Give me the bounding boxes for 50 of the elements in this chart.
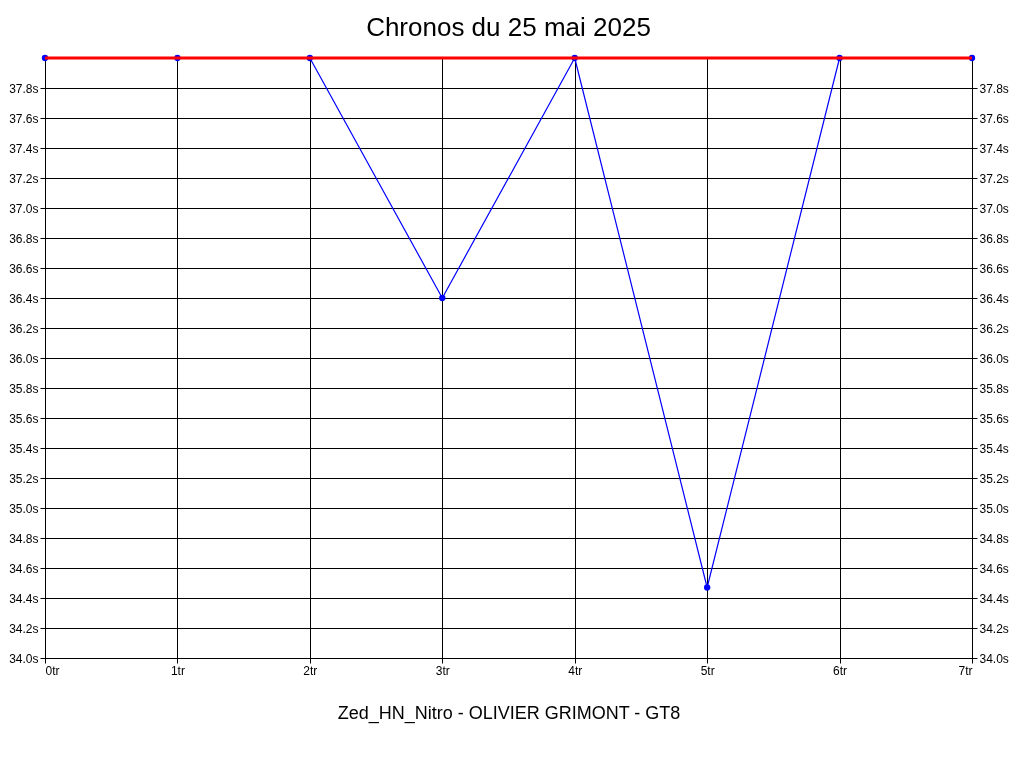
y-tick-label: 36.4s [9,291,39,306]
y2-tick-label: 36.0s [979,351,1009,366]
y-tick-label: 34.4s [9,591,39,606]
y-tick-label: 34.2s [9,621,39,636]
y-tick-label: 37.0s [9,201,39,216]
y-tick-label: 35.2s [9,471,39,486]
y-tick-label: 35.8s [9,381,39,396]
x-tick-label: 7tr [958,663,973,678]
x-tick-label: 4tr [568,663,583,678]
y2-tick-label: 35.8s [979,381,1009,396]
y-tick-label: 36.0s [9,351,39,366]
y2-tick-label: 35.6s [979,411,1009,426]
y2-tick-label: 34.4s [979,591,1009,606]
y2-tick-label: 37.2s [979,171,1009,186]
y2-tick-label: 35.0s [979,501,1009,516]
y2-tick-label: 35.2s [979,471,1009,486]
x-tick-label: 2tr [303,663,318,678]
y2-tick-label: 36.6s [979,261,1009,276]
y2-tick-label: 35.4s [979,441,1009,456]
x-axis-title: Zed_HN_Nitro - OLIVIER GRIMONT - GT8 [337,702,681,724]
y-tick-label: 35.0s [9,501,39,516]
y-tick-label: 34.6s [9,561,39,576]
y2-tick-label: 36.4s [979,291,1009,306]
y2-tick-label: 34.6s [979,561,1009,576]
y-tick-label: 37.4s [9,141,39,156]
x-tick-label: 1tr [170,663,185,678]
chart-title: Chronos du 25 mai 2025 [366,11,651,42]
y-tick-label: 35.4s [9,441,39,456]
y2-tick-label: 37.0s [979,201,1009,216]
x-tick-label: 0tr [45,663,60,678]
y2-tick-label: 34.0s [979,651,1009,666]
y2-tick-label: 36.2s [979,321,1009,336]
y-tick-label: 34.8s [9,531,39,546]
y2-tick-label: 36.8s [979,231,1009,246]
y2-tick-label: 37.8s [979,81,1009,96]
y-tick-label: 37.2s [9,171,39,186]
y-tick-label: 37.8s [9,81,39,96]
y2-tick-label: 34.2s [979,621,1009,636]
y-tick-label: 37.6s [9,111,39,126]
y2-tick-label: 34.8s [979,531,1009,546]
x-tick-label: 3tr [435,663,450,678]
y-tick-label: 36.8s [9,231,39,246]
y2-tick-label: 37.4s [979,141,1009,156]
y-tick-label: 36.6s [9,261,39,276]
x-tick-label: 6tr [833,663,848,678]
y2-tick-label: 37.6s [979,111,1009,126]
y-tick-label: 34.0s [9,651,39,666]
x-tick-label: 5tr [700,663,715,678]
y-tick-label: 35.6s [9,411,39,426]
y-tick-label: 36.2s [9,321,39,336]
